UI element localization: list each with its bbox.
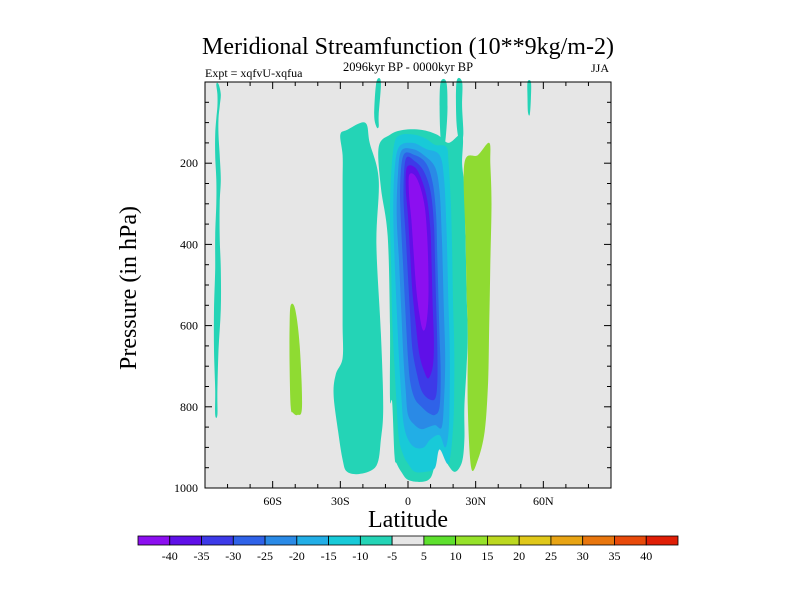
colorbar-label: -15 xyxy=(321,549,337,563)
colorbar-box-5 xyxy=(296,535,329,546)
colorbar-box-16 xyxy=(645,535,679,546)
colorbar-box-15 xyxy=(614,535,647,546)
contour-region-8 xyxy=(463,142,492,472)
colorbar-label: 15 xyxy=(481,549,493,563)
y-tick-label: 600 xyxy=(180,319,198,333)
colorbar-box-2 xyxy=(201,535,234,546)
x-tick-label: 30N xyxy=(465,494,486,508)
y-tick-label: 800 xyxy=(180,400,198,414)
chart-title: Meridional Streamfunction (10**9kg/m-2) xyxy=(202,34,614,60)
colorbar-box-8 xyxy=(391,535,425,546)
contour-region-3 xyxy=(374,77,381,129)
colorbar-label: -10 xyxy=(352,549,368,563)
y-tick-label: 400 xyxy=(180,237,198,251)
colorbar-box-7 xyxy=(359,535,393,546)
contour-region-1 xyxy=(333,122,384,475)
colorbar-label: 35 xyxy=(608,549,620,563)
colorbar-label: -20 xyxy=(289,549,305,563)
colorbar-label: -40 xyxy=(162,549,178,563)
colorbar-label: -5 xyxy=(387,549,397,563)
colorbar-box-12 xyxy=(518,535,552,546)
contour-region-7 xyxy=(289,303,303,416)
contour-region-4 xyxy=(439,78,448,148)
colorbar-label: 40 xyxy=(640,549,652,563)
colorbar-label: 5 xyxy=(421,549,427,563)
colorbar-box-11 xyxy=(487,535,520,546)
colorbar-box-1 xyxy=(169,535,202,546)
colorbar-box-9 xyxy=(423,535,457,546)
colorbar-box-3 xyxy=(232,535,266,546)
season-label: JJA xyxy=(591,61,609,75)
y-axis-ticks: 200 400 600 800 1000 xyxy=(174,101,611,495)
colorbar-label: 30 xyxy=(577,549,589,563)
colorbar-box-0 xyxy=(137,535,171,546)
x-tick-label: 0 xyxy=(405,494,411,508)
colorbar-box-13 xyxy=(550,535,584,546)
colorbar-box-14 xyxy=(582,535,615,546)
contour-region-6 xyxy=(527,79,532,116)
colorbar-box-10 xyxy=(455,535,488,546)
colorbar-label: 25 xyxy=(545,549,557,563)
y-tick-label: 1000 xyxy=(174,481,198,495)
contour-region-0 xyxy=(213,82,222,418)
contour-regions xyxy=(213,77,532,482)
colorbar-labels: -40 -35 -30 -25 -20 -15 -10 -5 5 10 15 20 25 30 35 40 xyxy=(162,549,652,563)
colorbar-box-6 xyxy=(328,535,361,546)
colorbar-label: -25 xyxy=(257,549,273,563)
x-tick-label: 60N xyxy=(533,494,554,508)
colorbar-box-4 xyxy=(264,535,298,546)
colorbar-label: -30 xyxy=(225,549,241,563)
contour-region-5 xyxy=(455,77,464,144)
experiment-label: Expt = xqfvU-xqfua xyxy=(205,66,303,80)
colorbar-label: 10 xyxy=(450,549,462,563)
y-axis-label: Pressure (in hPa) xyxy=(116,206,142,370)
colorbar-label: 20 xyxy=(513,549,525,563)
colorbar-label: -35 xyxy=(194,549,210,563)
colorbar xyxy=(137,535,679,546)
x-axis-label: Latitude xyxy=(368,507,448,533)
x-axis-ticks: 60S 30S 0 30N 60N xyxy=(227,82,589,508)
chart-subtitle: 2096kyr BP - 0000kyr BP xyxy=(343,60,473,74)
x-tick-label: 60S xyxy=(263,494,282,508)
y-tick-label: 200 xyxy=(180,156,198,170)
contour-region-15 xyxy=(408,173,429,331)
x-tick-label: 30S xyxy=(331,494,350,508)
